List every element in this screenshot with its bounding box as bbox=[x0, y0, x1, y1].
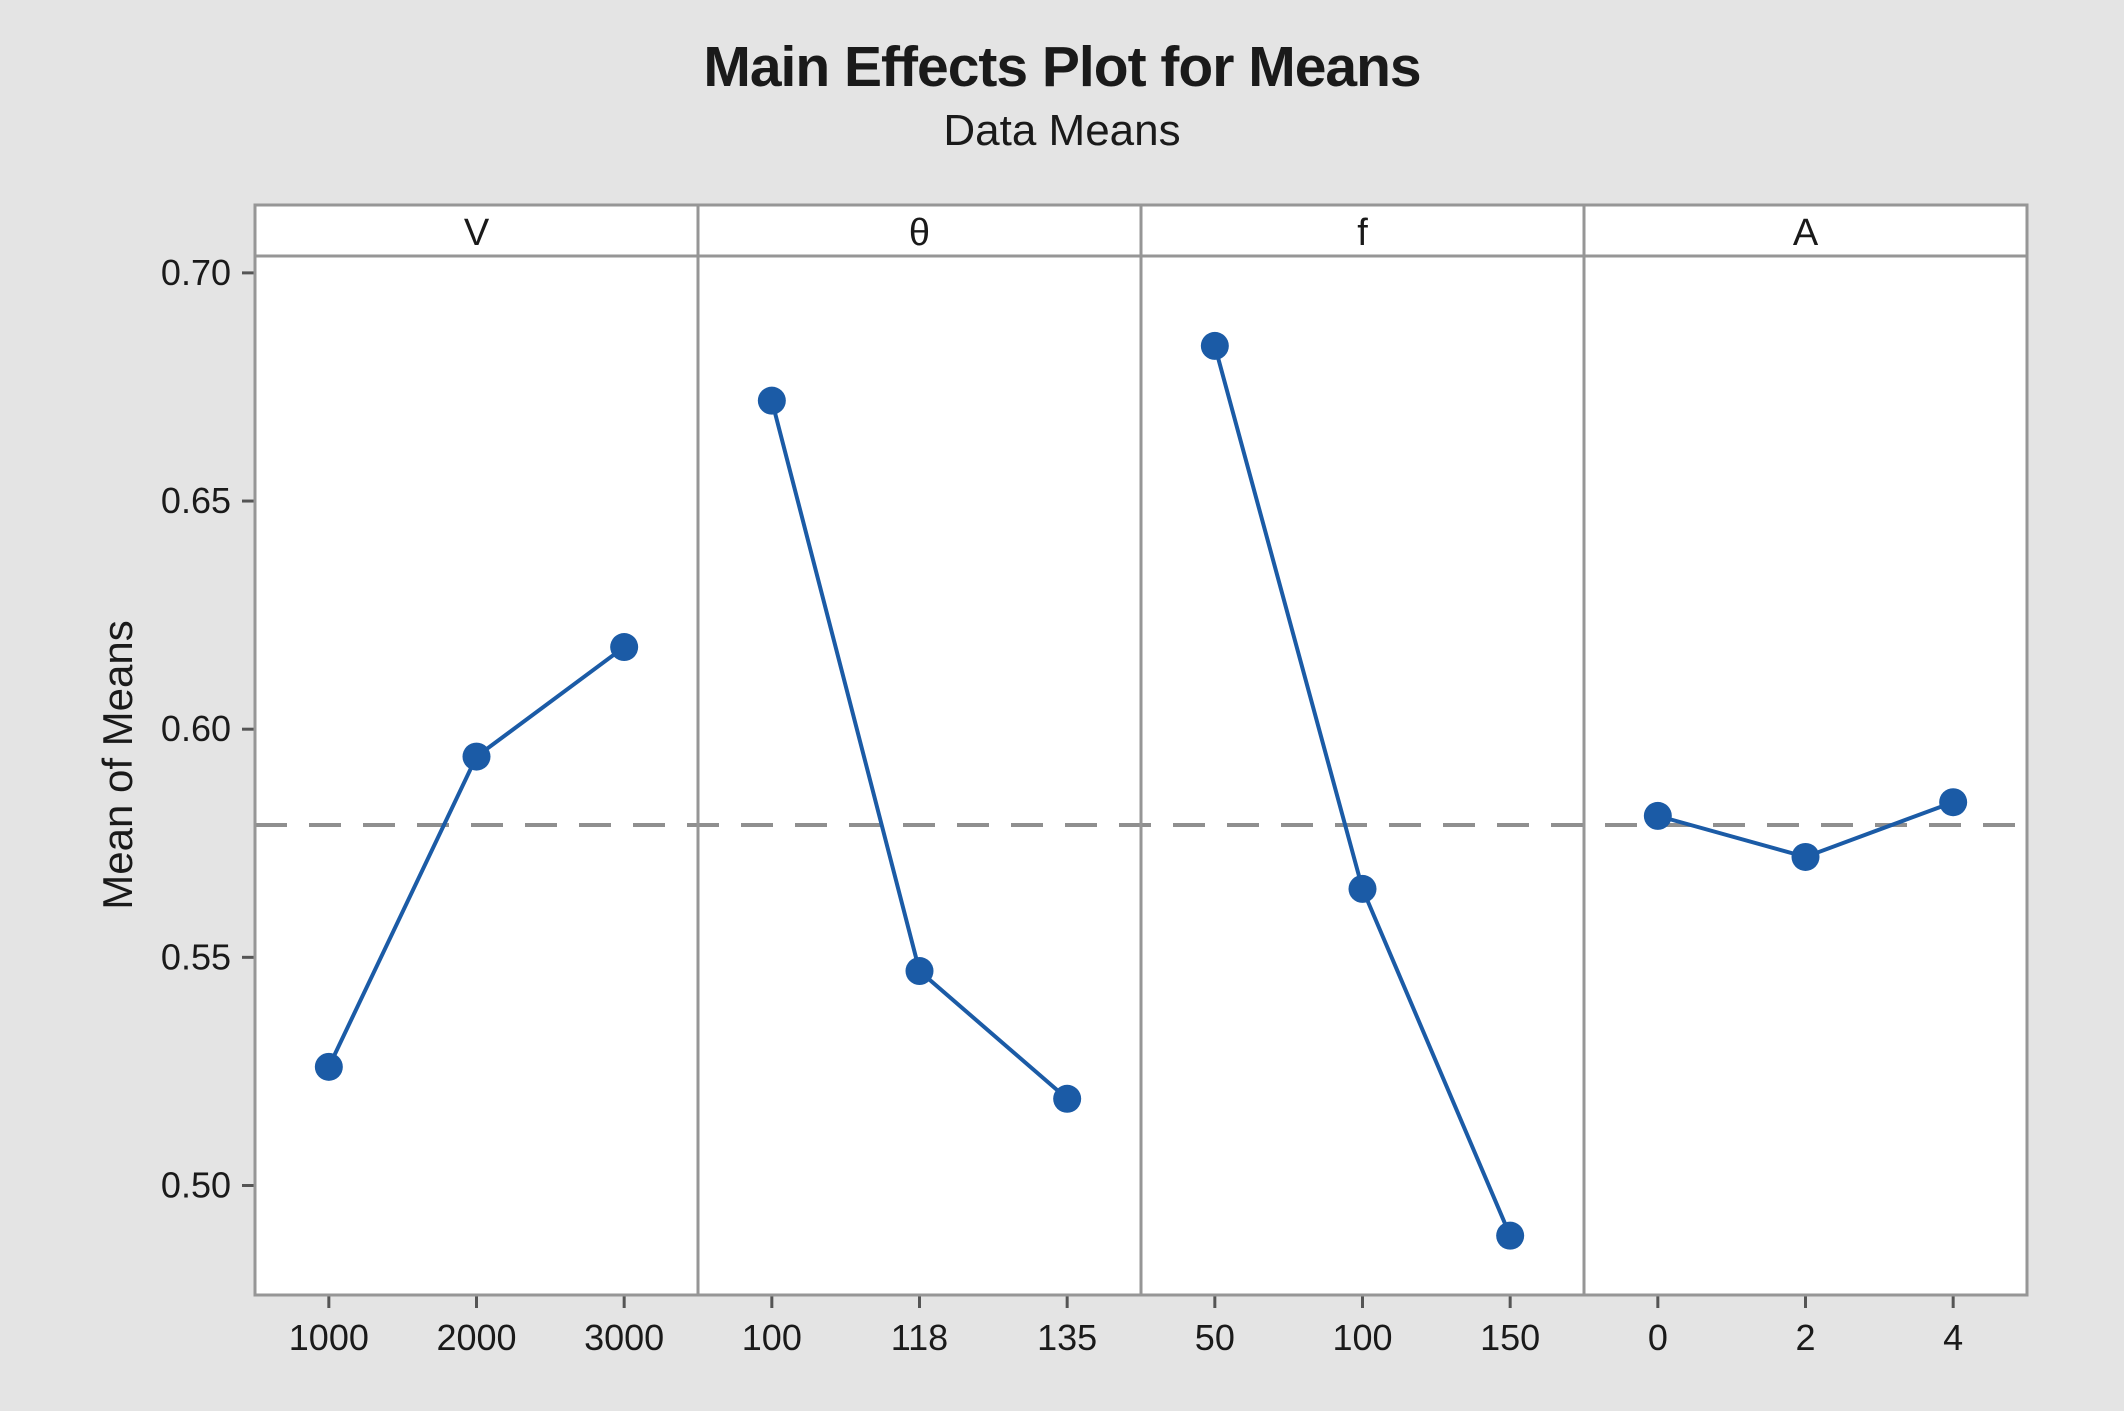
x-tick-label: 4 bbox=[1943, 1317, 1963, 1358]
x-tick-label: 2000 bbox=[436, 1317, 516, 1358]
x-tick-label: 118 bbox=[891, 1317, 948, 1358]
x-tick-label: 135 bbox=[1037, 1317, 1097, 1358]
x-tick-label: 1000 bbox=[289, 1317, 369, 1358]
y-tick-label: 0.55 bbox=[161, 936, 231, 977]
y-tick-label: 0.50 bbox=[161, 1164, 231, 1205]
y-tick-label: 0.65 bbox=[161, 480, 231, 521]
data-point bbox=[1348, 874, 1377, 903]
x-tick-label: 2 bbox=[1795, 1317, 1815, 1358]
x-tick-label: 3000 bbox=[584, 1317, 664, 1358]
bottom-edge-strip bbox=[0, 1411, 2124, 1415]
data-point bbox=[1643, 801, 1672, 830]
data-point bbox=[905, 957, 934, 986]
data-point bbox=[610, 633, 639, 662]
factor-label: V bbox=[464, 212, 490, 254]
data-point bbox=[1791, 842, 1820, 871]
data-point bbox=[314, 1052, 343, 1081]
chart-title: Main Effects Plot for Means bbox=[703, 35, 1421, 99]
x-tick-label: 0 bbox=[1648, 1317, 1668, 1358]
x-tick-label: 100 bbox=[742, 1317, 802, 1358]
x-tick-label: 150 bbox=[1480, 1317, 1540, 1358]
y-tick-label: 0.60 bbox=[161, 708, 231, 749]
x-tick-label: 100 bbox=[1332, 1317, 1392, 1358]
data-point bbox=[1939, 788, 1968, 817]
factor-label: θ bbox=[909, 212, 930, 254]
factor-label: A bbox=[1793, 212, 1819, 254]
data-point bbox=[1053, 1084, 1082, 1113]
data-point bbox=[1200, 331, 1229, 360]
y-tick-label: 0.70 bbox=[161, 252, 231, 293]
x-tick-label: 50 bbox=[1195, 1317, 1235, 1358]
data-point bbox=[757, 386, 786, 415]
data-point bbox=[462, 742, 491, 771]
plot-border bbox=[253, 254, 2029, 1297]
factor-label: f bbox=[1357, 212, 1368, 254]
chart-subtitle: Data Means bbox=[943, 106, 1181, 155]
data-point bbox=[1496, 1221, 1525, 1250]
